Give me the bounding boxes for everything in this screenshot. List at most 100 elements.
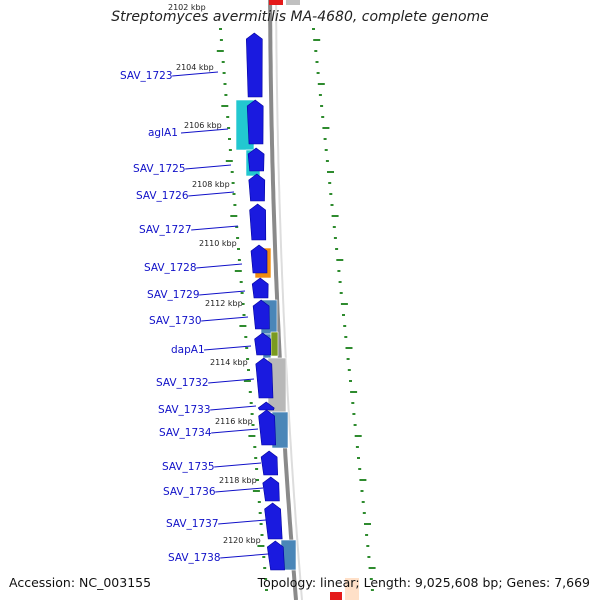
gc-mark-left [250,413,254,415]
gene-leader-line [214,462,262,468]
gc-mark-left [224,94,228,96]
gc-mark-right [353,424,357,426]
gc-mark-right [331,215,339,217]
tick-label: 2102 kbp [168,3,206,12]
gc-mark-right [347,369,351,371]
gc-mark-left [241,303,245,305]
gene-label: SAV_1736 [163,486,216,498]
gene-label: SAV_1735 [162,461,215,473]
gene-label: dapA1 [171,344,205,356]
tick-label: 2110 kbp [199,239,237,248]
gc-mark-left [259,523,263,525]
tick-label: 2120 kbp [223,536,261,545]
cds-arrow [258,409,277,446]
gene-label: SAV_1729 [147,289,200,301]
gc-mark-right [360,490,364,492]
gene-leader-line [211,428,259,434]
gc-mark-right [346,358,350,360]
accession-label: Accession: NC_003155 [9,575,152,590]
gc-mark-right [339,292,343,294]
gc-mark-left [226,116,230,118]
gene-leader-line [201,316,249,322]
gc-mark-left [239,281,243,283]
gc-mark-left [258,512,262,514]
gc-mark-right [338,281,342,283]
gc-mark-left [242,314,246,316]
gc-mark-right [365,534,369,536]
gc-mark-left [240,292,244,294]
gc-mark-left [232,193,236,195]
gene-label: SAV_1725 [133,163,186,175]
backbone-track [268,0,359,600]
cds-track [245,32,285,571]
gc-mark-left [265,589,268,591]
gc-mark-left [225,160,233,162]
gene-label: SAV_1730 [149,315,202,327]
gc-mark-right [332,226,336,228]
gc-mark-left [233,204,237,206]
gene-leader-line [220,553,269,559]
gc-mark-left [260,534,264,536]
gc-mark-right [343,325,347,327]
gene-label: SAV_1737 [166,518,219,530]
gc-mark-right [358,468,362,470]
gc-content-track [216,28,376,591]
gc-mark-right [351,402,355,404]
cds-arrow [250,244,268,274]
gc-mark-left [227,127,231,129]
gene-leader-line [210,405,257,411]
map-title: Streptomyces avermitilis MA-4680, comple… [111,9,489,25]
backbone-shadow [275,0,303,600]
gc-mark-left [237,259,241,261]
gc-mark-left [257,501,261,503]
gc-mark-right [362,512,366,514]
gc-mark-right [322,127,330,129]
gc-mark-right [342,314,345,316]
cds-arrow [249,203,267,241]
tick-label: 2116 kbp [215,417,253,426]
cds-arrow [266,540,285,571]
gene-leader-line [218,519,267,525]
gc-mark-left [235,226,239,228]
gc-mark-left [248,435,256,437]
gene-leader-line [180,128,229,134]
gc-mark-right [337,270,341,272]
bottom-peach-marker [345,578,359,600]
gc-mark-right [327,171,334,173]
cds-arrow [260,450,279,476]
gc-mark-left [219,39,223,41]
bottom-red-marker [330,592,342,600]
gc-mark-left [231,182,235,184]
gc-mark-right [320,105,324,107]
gene-leader-line [215,487,264,493]
gc-mark-left [236,237,240,239]
gene-label: SAV_1738 [168,552,221,564]
gc-mark-right [325,160,329,162]
gc-mark-left [254,457,258,459]
gc-mark-left [253,446,257,448]
cds-arrow [245,32,263,98]
gc-mark-right [370,589,374,591]
gene-label: SAV_1727 [139,224,192,236]
gene-label: SAV_1734 [159,427,212,439]
gc-mark-left [263,567,267,569]
gc-mark-right [328,182,332,184]
gc-mark-right [352,413,356,415]
gc-mark-left [239,325,247,327]
gc-mark-left [244,336,248,338]
gc-mark-right [313,39,321,41]
gc-mark-left [246,358,250,360]
gc-mark-left [221,61,225,63]
gc-mark-right [364,523,371,525]
cds-arrow [254,332,272,356]
gene-label: SAV_1723 [120,70,173,82]
gc-mark-left [216,50,224,52]
gc-mark-right [314,50,318,52]
gene-leader-line [188,191,235,197]
gene-leader-line [185,164,232,170]
gc-mark-right [361,501,365,503]
cds-arrow [255,357,274,399]
gene-label-track: SAV_1723 aglA1 SAV_1725 SAV_1726 SAV_1727 SAV… [120,70,269,564]
gc-mark-left [230,215,238,217]
